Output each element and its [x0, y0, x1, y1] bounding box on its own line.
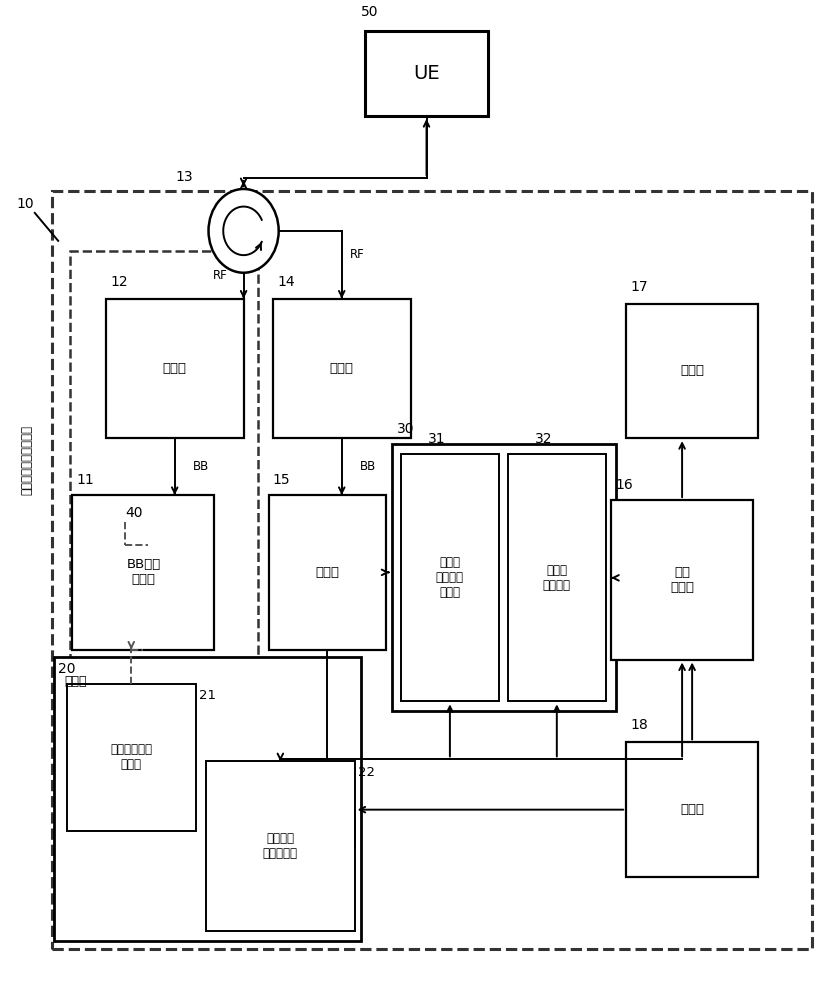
Bar	[106, 299, 244, 438]
Text: 显示部: 显示部	[680, 364, 704, 377]
Bar	[269, 495, 385, 650]
Bar	[66, 684, 196, 831]
Text: RF: RF	[213, 269, 228, 282]
Text: 18: 18	[630, 718, 648, 732]
Text: 13: 13	[176, 170, 194, 184]
Text: 显示
控制部: 显示 控制部	[670, 566, 694, 594]
Text: 时间频率
对应管理部: 时间频率 对应管理部	[263, 832, 297, 860]
Text: 发送部: 发送部	[163, 362, 187, 375]
Bar	[51, 191, 811, 949]
Text: UE: UE	[413, 64, 440, 83]
Bar	[206, 761, 354, 931]
Text: 50: 50	[360, 5, 378, 19]
Text: 解码部: 解码部	[315, 566, 339, 579]
Bar	[72, 495, 215, 650]
Bar	[273, 299, 411, 438]
Text: 接收部: 接收部	[329, 362, 354, 375]
Text: 15: 15	[273, 473, 291, 487]
Text: 移动通信终端测试装置: 移动通信终端测试装置	[20, 425, 33, 495]
Text: 32: 32	[535, 432, 552, 446]
Text: 10: 10	[17, 197, 34, 211]
Bar	[401, 454, 499, 701]
Text: 14: 14	[277, 275, 295, 289]
Text: 无线资源区域
分配部: 无线资源区域 分配部	[111, 743, 153, 771]
Bar	[611, 500, 753, 660]
Bar	[626, 304, 758, 438]
Text: 操作部: 操作部	[680, 803, 704, 816]
Bar	[626, 742, 758, 877]
Bar	[70, 251, 258, 665]
Text: 分析部
时间频率
转换部: 分析部 时间频率 转换部	[436, 556, 464, 599]
Text: 40: 40	[125, 506, 142, 520]
Bar	[392, 444, 616, 711]
Text: 11: 11	[76, 473, 95, 487]
Text: 31: 31	[428, 432, 446, 446]
Circle shape	[209, 189, 279, 273]
Text: 16: 16	[615, 478, 633, 492]
Text: 17: 17	[630, 280, 648, 294]
Text: BB信号
输出部: BB信号 输出部	[127, 558, 161, 586]
Text: 30: 30	[396, 422, 414, 436]
Text: BB: BB	[193, 460, 210, 473]
Text: 20: 20	[58, 662, 75, 676]
Text: 21: 21	[199, 689, 216, 702]
Text: 特性值
平均化部: 特性值 平均化部	[543, 564, 571, 592]
Text: BB: BB	[360, 460, 376, 473]
Text: 22: 22	[358, 766, 375, 779]
Bar	[508, 454, 606, 701]
Text: 12: 12	[110, 275, 127, 289]
Text: 控制部: 控制部	[64, 675, 86, 688]
Bar	[365, 31, 489, 116]
Text: RF: RF	[349, 248, 365, 261]
Bar	[54, 657, 361, 941]
